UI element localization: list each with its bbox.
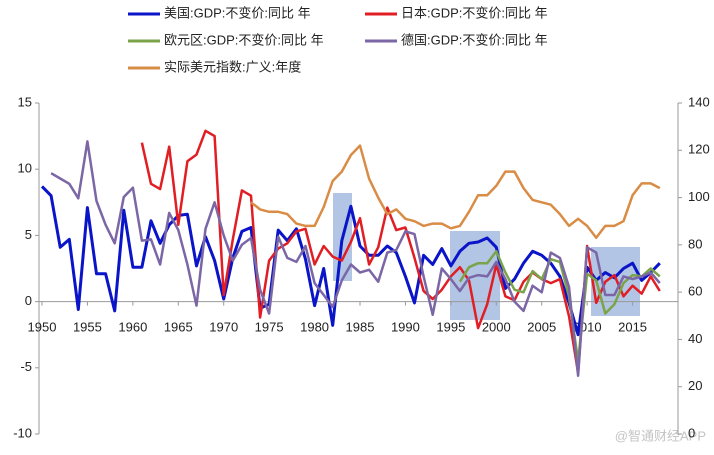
series-line	[140, 129, 661, 375]
y2-tick-label: 140	[688, 94, 710, 109]
y2-tick-label: 60	[688, 284, 702, 299]
series-line	[50, 140, 661, 377]
legend-label: 德国:GDP:不变价:同比 年	[401, 32, 548, 47]
x-tick-label: 1955	[73, 319, 102, 334]
y-tick-label: 15	[18, 94, 32, 109]
y-tick-label: -5	[20, 359, 32, 374]
y2-tick-label: 120	[688, 142, 710, 157]
y2-tick-label: 0	[688, 425, 695, 440]
y2-tick-label: 20	[688, 378, 702, 393]
legend-label: 日本:GDP:不变价:同比 年	[401, 5, 548, 20]
series-line	[250, 144, 661, 240]
y-tick-label: 0	[25, 293, 32, 308]
x-tick-label: 1950	[28, 319, 57, 334]
x-tick-label: 1995	[436, 319, 465, 334]
x-tick-label: 2015	[618, 319, 647, 334]
watermark: @智通财经APP	[615, 428, 706, 443]
y-tick-label: 10	[18, 161, 32, 176]
y2-tick-label: 100	[688, 189, 710, 204]
x-tick-label: 1960	[118, 319, 147, 334]
legend-label: 欧元区:GDP:不变价:同比 年	[164, 32, 324, 47]
x-tick-label: 1965	[164, 319, 193, 334]
x-tick-label: 2005	[527, 319, 556, 334]
legend-label: 美国:GDP:不变价:同比 年	[164, 5, 311, 20]
y-tick-label: -10	[13, 425, 32, 440]
y2-tick-label: 80	[688, 236, 702, 251]
x-tick-label: 1990	[391, 319, 420, 334]
x-tick-label: 1970	[209, 319, 238, 334]
y-tick-label: 5	[25, 227, 32, 242]
series-line	[40, 185, 661, 337]
legend-label: 实际美元指数:广义:年度	[164, 59, 301, 74]
x-tick-label: 1980	[300, 319, 329, 334]
y2-tick-label: 40	[688, 331, 702, 346]
x-tick-label: 2000	[482, 319, 511, 334]
x-tick-label: 1975	[255, 319, 284, 334]
x-tick-label: 1985	[346, 319, 375, 334]
